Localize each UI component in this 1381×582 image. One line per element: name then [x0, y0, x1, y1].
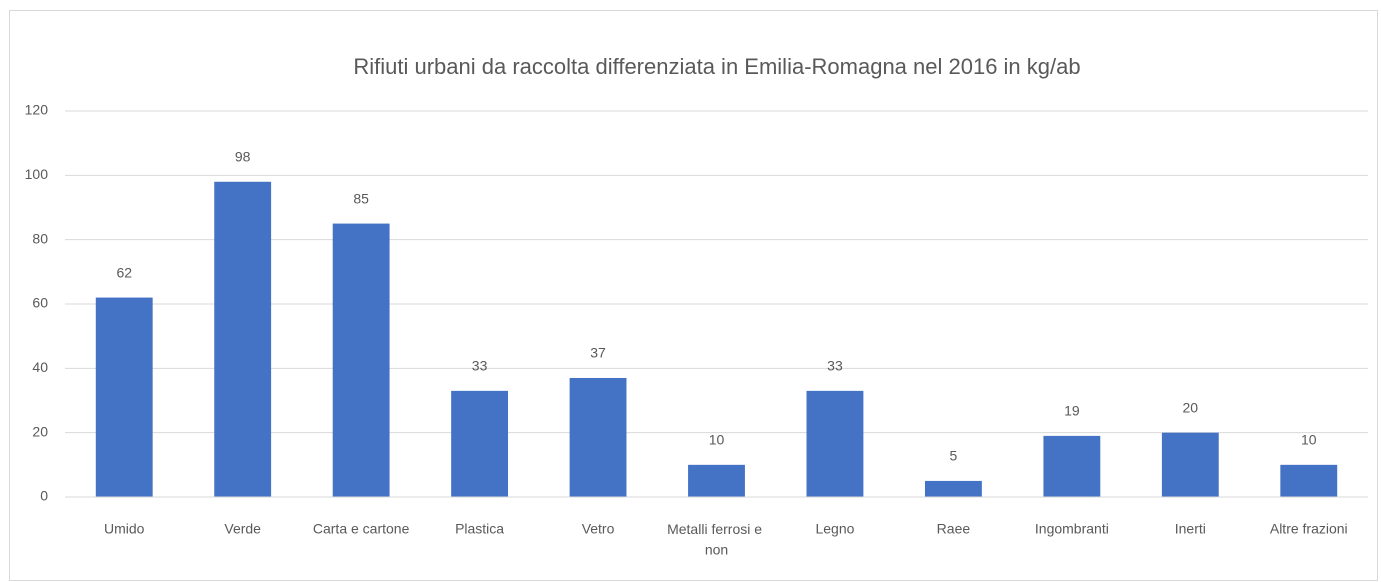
- x-tick-label: Raee: [937, 521, 971, 537]
- data-label: 20: [1183, 399, 1199, 415]
- data-label: 37: [590, 345, 606, 361]
- y-tick-label: 40: [32, 359, 48, 375]
- bar: [1043, 435, 1101, 497]
- y-tick-label: 80: [32, 230, 48, 246]
- data-label: 19: [1064, 403, 1080, 419]
- bar: [688, 464, 745, 497]
- x-tick-label: Plastica: [455, 521, 504, 537]
- data-label: 10: [1301, 432, 1317, 448]
- x-tick-label: Umido: [104, 521, 145, 537]
- bar: [806, 390, 864, 497]
- data-label: 62: [116, 264, 132, 280]
- y-tick-label: 120: [25, 102, 49, 118]
- bar: [1280, 464, 1338, 497]
- bar: [569, 377, 627, 497]
- x-tick-label: Ingombranti: [1035, 521, 1109, 537]
- bar: [95, 297, 153, 497]
- data-label: 98: [235, 148, 251, 164]
- y-tick-label: 60: [32, 295, 48, 311]
- y-tick-label: 100: [25, 166, 49, 182]
- data-label: 85: [353, 190, 369, 206]
- x-tick-label: Carta e cartone: [313, 521, 410, 537]
- bar: [1161, 432, 1219, 497]
- data-label: 33: [827, 358, 843, 374]
- x-tick-label: Metalli ferrosi e non: [667, 521, 766, 557]
- y-tick-label: 0: [40, 488, 48, 504]
- bar: [924, 480, 982, 497]
- y-tick-label: 20: [32, 423, 48, 439]
- bar: [214, 181, 272, 497]
- x-tick-label: Altre frazioni: [1270, 521, 1348, 537]
- bar: [332, 223, 390, 498]
- x-tick-label: Verde: [224, 521, 261, 537]
- x-tick-label: Inerti: [1175, 521, 1206, 537]
- data-label: 5: [950, 448, 958, 464]
- chart-title: Rifiuti urbani da raccolta differenziata…: [353, 54, 1080, 79]
- x-tick-label: Legno: [815, 521, 854, 537]
- data-label: 10: [709, 432, 725, 448]
- x-tick-label: Vetro: [582, 521, 615, 537]
- data-label: 33: [472, 358, 488, 374]
- bar: [451, 390, 509, 497]
